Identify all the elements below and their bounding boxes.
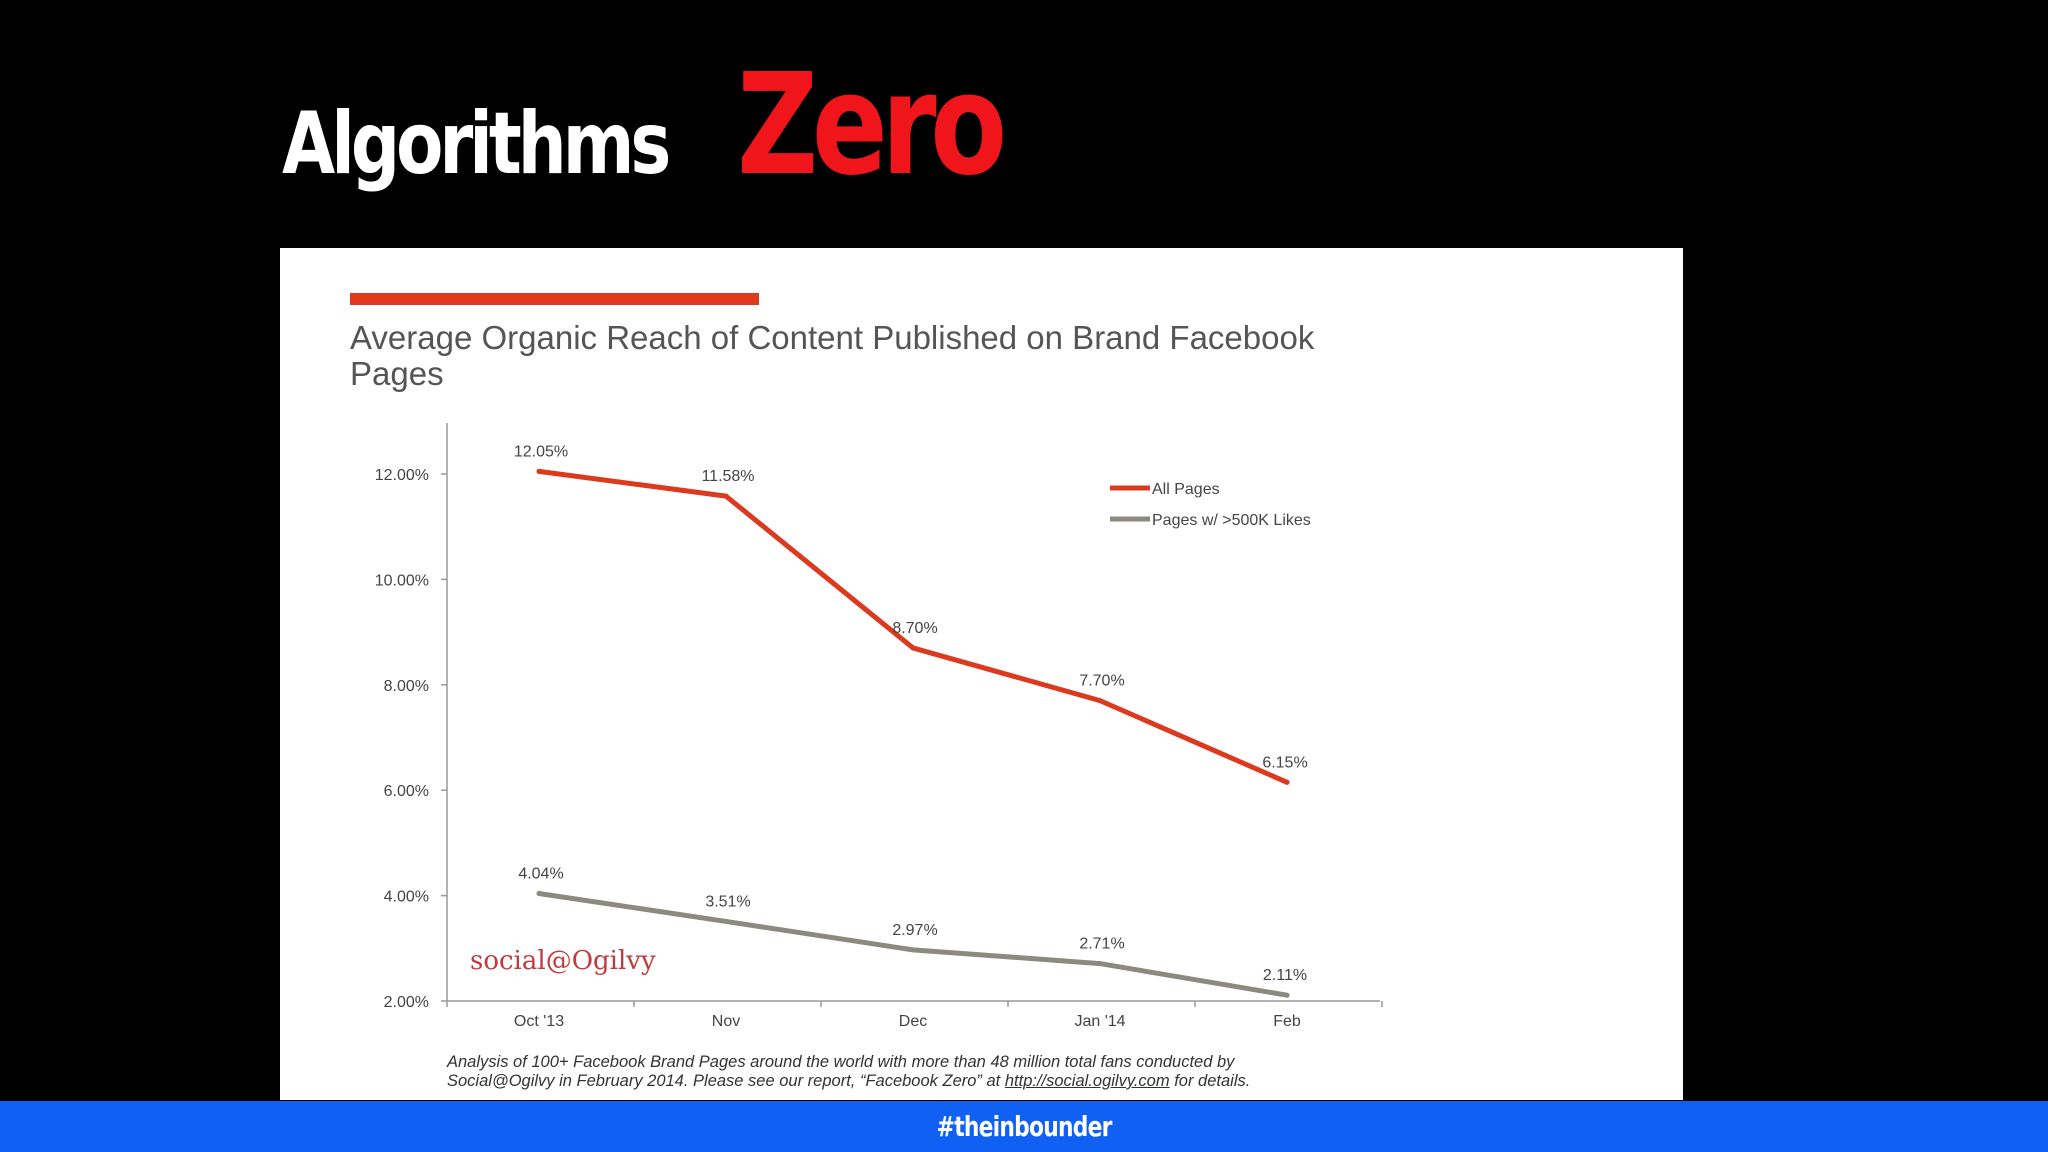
data-label: 2.11%	[1263, 967, 1307, 984]
footer-hashtag: #theinbounder	[936, 1110, 1113, 1143]
footnote-line-1: Analysis of 100+ Facebook Brand Pages ar…	[447, 1053, 1235, 1071]
footnote-line-2-pre: Social@Ogilvy in February 2014. Please s…	[447, 1072, 1005, 1090]
data-label: 6.15%	[1262, 754, 1307, 771]
y-tick-label: 6.00%	[384, 783, 429, 800]
data-point	[1097, 961, 1103, 967]
x-tick-label: Nov	[712, 1013, 740, 1030]
y-tick-label: 12.00%	[375, 467, 429, 484]
chart-accent-bar	[350, 293, 759, 305]
data-label: 2.71%	[1079, 936, 1124, 953]
legend-label: All Pages	[1152, 481, 1220, 498]
series-line-pages-500k	[536, 890, 1290, 998]
data-point	[910, 947, 916, 953]
slide-title-main: Algorithms	[282, 94, 671, 194]
data-point	[1284, 992, 1290, 998]
data-point	[910, 645, 916, 651]
y-tick-label: 10.00%	[375, 572, 429, 589]
x-tick-label: Feb	[1273, 1013, 1301, 1030]
data-point	[1097, 698, 1103, 704]
data-point	[536, 468, 542, 474]
data-label: 11.58%	[701, 468, 754, 485]
data-label: 2.97%	[892, 922, 937, 939]
social-ogilvy-logo: social@Ogilvy	[470, 946, 656, 976]
chart-footnote: Analysis of 100+ Facebook Brand Pages ar…	[447, 1053, 1597, 1091]
data-label: 4.04%	[518, 865, 563, 882]
y-tick-label: 4.00%	[384, 889, 429, 906]
footer-bar: #theinbounder	[0, 1101, 2048, 1152]
data-point	[723, 918, 729, 924]
y-tick-label: 2.00%	[384, 994, 429, 1011]
y-tick-label: 8.00%	[384, 678, 429, 695]
data-point	[723, 493, 729, 499]
data-label: 3.51%	[705, 893, 750, 910]
data-label: 12.05%	[514, 443, 568, 460]
x-tick-label: Jan '14	[1074, 1013, 1125, 1030]
data-label: 8.70%	[892, 620, 937, 637]
slide-title: Algorithms Zero	[282, 56, 1067, 196]
data-point	[536, 890, 542, 896]
chart-title: Average Organic Reach of Content Publish…	[350, 319, 1315, 392]
x-tick-label: Dec	[899, 1013, 927, 1030]
slide-title-accent: Zero	[736, 44, 1007, 207]
legend-label: Pages w/ >500K Likes	[1152, 512, 1311, 529]
data-point	[1284, 779, 1290, 785]
chart-card: Average Organic Reach of Content Publish…	[280, 248, 1683, 1100]
footnote-link[interactable]: http://social.ogilvy.com	[1004, 1072, 1170, 1090]
data-label: 7.70%	[1079, 673, 1124, 690]
footnote-line-2-post: for details.	[1169, 1072, 1251, 1090]
x-tick-label: Oct '13	[514, 1013, 564, 1030]
line-chart: 2.00% 4.00% 6.00% 8.00% 10.00% 12.00% Oct '13 N…	[375, 423, 1383, 1030]
